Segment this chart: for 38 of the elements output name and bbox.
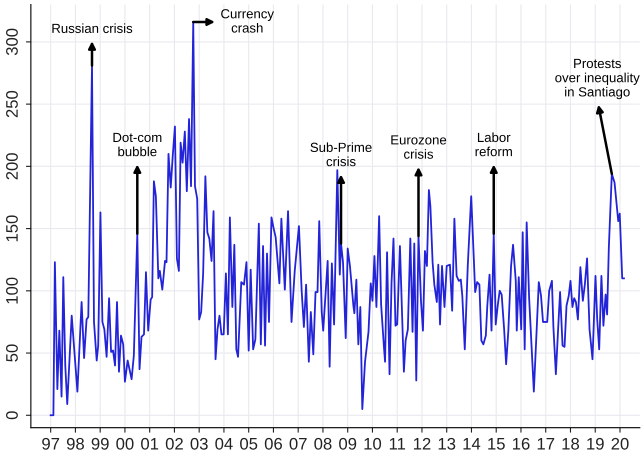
- x-tick-label: 11: [390, 438, 406, 450]
- y-tick-label: 250: [6, 90, 18, 118]
- y-tick-label: 100: [6, 278, 18, 304]
- x-tick-label: 03: [190, 438, 208, 450]
- annotation: Eurozone crisis: [391, 135, 446, 159]
- annotation: Dot-com bubble: [113, 132, 162, 156]
- x-tick-label: 14: [463, 438, 480, 450]
- x-tick-label: 05: [240, 438, 258, 450]
- x-tick-label: 08: [314, 438, 332, 450]
- x-tick-label: 20: [612, 438, 629, 450]
- y-tick-label: 300: [6, 28, 18, 56]
- x-tick-label: 99: [92, 438, 109, 450]
- x-tick-label: 13: [438, 438, 456, 450]
- x-tick-label: 04: [215, 438, 233, 450]
- annotation: Sub-Prime crisis: [310, 142, 372, 166]
- x-tick-label: 16: [512, 438, 530, 450]
- annotation: Labor reform: [476, 132, 512, 156]
- x-tick-label: 15: [488, 438, 505, 450]
- x-tick-label: 01: [141, 438, 158, 450]
- x-tick-label: 10: [364, 438, 382, 450]
- x-tick-label: 17: [538, 438, 554, 450]
- x-tick-label: 06: [264, 438, 282, 450]
- x-tick-label: 12: [414, 438, 430, 450]
- x-tick-label: 07: [290, 438, 307, 450]
- annotation: Currency crash: [221, 9, 274, 33]
- x-tick-label: 02: [166, 438, 183, 450]
- x-tick-label: 00: [116, 438, 134, 450]
- y-tick-label: 200: [6, 153, 18, 180]
- x-tick-label: 09: [339, 438, 356, 450]
- x-tick-label: 18: [562, 438, 580, 450]
- y-tick-label: 0: [6, 411, 18, 420]
- y-tick-label: 50: [6, 344, 18, 362]
- annotation: Russian crisis: [52, 23, 132, 34]
- annotation: Protests over inequality in Santiago: [555, 58, 640, 100]
- x-tick-label: 98: [66, 438, 84, 450]
- y-tick-label: 150: [6, 215, 18, 242]
- x-tick-label: 97: [42, 438, 60, 450]
- x-tick-label: 19: [587, 438, 604, 450]
